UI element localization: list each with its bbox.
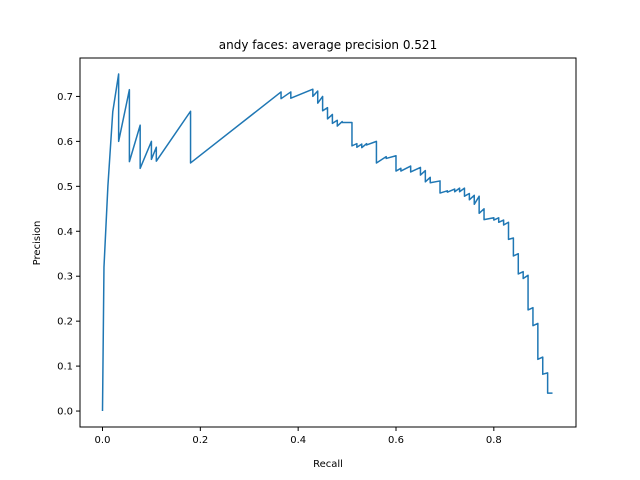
y-axis-label: Precision — [32, 221, 43, 266]
y-axis: 0.0 0.1 0.2 0.3 0.4 0.5 0.6 0.7 — [57, 92, 80, 418]
plot-series — [101, 73, 553, 412]
x-axis-label: Recall — [313, 459, 343, 470]
precision-recall-line — [101, 73, 553, 412]
plot-frame — [79, 57, 577, 428]
y-tick-label: 0.4 — [57, 227, 73, 238]
y-tick-label: 0.7 — [57, 92, 73, 103]
y-tick-label: 0.2 — [57, 317, 73, 328]
x-tick-label: 0.6 — [388, 435, 404, 446]
x-tick-label: 0.4 — [290, 435, 306, 446]
y-tick-label: 0.0 — [57, 407, 73, 418]
chart-title: andy faces: average precision 0.521 — [219, 38, 437, 52]
x-tick-label: 0.2 — [192, 435, 208, 446]
x-tick-label: 0.0 — [95, 435, 111, 446]
y-tick-label: 0.3 — [57, 272, 73, 283]
y-tick-label: 0.6 — [57, 137, 73, 148]
x-axis: 0.0 0.2 0.4 0.6 0.8 — [95, 427, 502, 446]
y-tick-label: 0.5 — [57, 182, 73, 193]
x-tick-label: 0.8 — [486, 435, 502, 446]
y-tick-label: 0.1 — [57, 362, 73, 373]
